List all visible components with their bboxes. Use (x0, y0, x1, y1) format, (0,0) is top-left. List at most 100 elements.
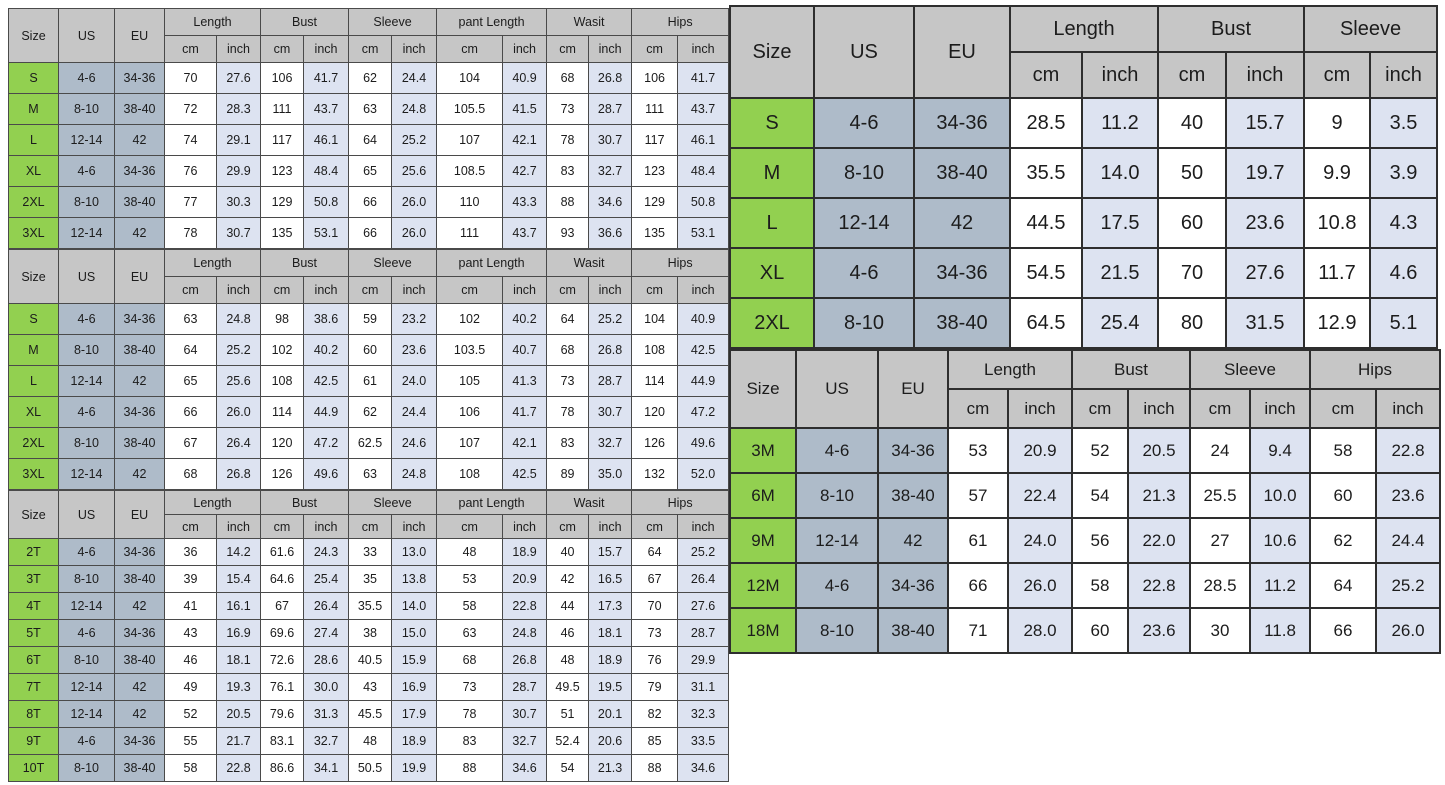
col-header-wasit: Wasit (546, 490, 633, 515)
value-inch-cell: 24.3 (303, 538, 350, 566)
value-inch-cell: 3.5 (1369, 97, 1439, 149)
value-cm-cell: 93 (546, 217, 590, 249)
value-cm-cell: 111 (436, 217, 504, 249)
value-cm-cell: 72 (164, 93, 217, 125)
value-cm-cell: 70 (631, 592, 679, 620)
value-cm-cell: 60 (348, 334, 393, 366)
size-cell: 3T (8, 565, 59, 593)
value-inch-cell: 21.3 (1127, 472, 1191, 519)
value-inch-cell: 22.8 (215, 754, 262, 782)
value-cm-cell: 63 (436, 619, 504, 647)
value-cm-cell: 46 (164, 646, 217, 674)
col-header-wasit: Wasit (546, 249, 633, 277)
eu-cell: 42 (114, 458, 165, 490)
value-inch-cell: 25.4 (1080, 297, 1160, 349)
value-inch-cell: 28.7 (502, 673, 548, 701)
value-inch-cell: 32.7 (588, 155, 633, 187)
value-inch-cell: 18.9 (588, 646, 633, 674)
eu-cell: 38-40 (877, 607, 949, 654)
value-cm-cell: 60 (1157, 197, 1228, 249)
us-cell: 12-14 (58, 458, 115, 490)
value-cm-cell: 108 (436, 458, 504, 490)
value-inch-cell: 44.9 (677, 365, 730, 397)
value-cm-cell: 64 (348, 124, 393, 156)
value-cm-cell: 74 (164, 124, 217, 156)
unit-header-inch: inch (1007, 388, 1073, 429)
value-inch-cell: 26.8 (588, 334, 633, 366)
value-inch-cell: 26.4 (303, 592, 350, 620)
value-cm-cell: 46 (546, 619, 590, 647)
size-row-xl: XL 4-6 34-36 76 29.9 123 48.4 65 25.6 108.5 42.7 83… (8, 155, 730, 187)
value-cm-cell: 54 (546, 754, 590, 782)
value-cm-cell: 40.5 (348, 646, 393, 674)
value-cm-cell: 78 (546, 124, 590, 156)
value-cm-cell: 50.5 (348, 754, 393, 782)
value-inch-cell: 31.5 (1225, 297, 1306, 349)
eu-cell: 34-36 (114, 62, 165, 94)
value-inch-cell: 42.5 (502, 458, 548, 490)
size-row-l: L 12-14 42 44.5 17.5 60 23.6 10.8 4.3 (729, 197, 1439, 249)
value-inch-cell: 40.7 (502, 334, 548, 366)
unit-header-inch: inch (677, 514, 730, 539)
value-inch-cell: 11.2 (1248, 562, 1312, 609)
value-inch-cell: 32.3 (677, 700, 730, 728)
value-inch-cell: 15.9 (391, 646, 438, 674)
size-cell: XL (8, 155, 59, 187)
value-inch-cell: 29.9 (215, 155, 262, 187)
size-row-m: M 8-10 38-40 72 28.3 111 43.7 63 24.8 105.5 41.5 73… (8, 93, 730, 125)
value-inch-cell: 31.1 (677, 673, 730, 701)
size-cell: S (8, 62, 59, 94)
value-inch-cell: 43.7 (677, 93, 730, 125)
value-cm-cell: 57 (947, 472, 1009, 519)
value-cm-cell: 42 (546, 565, 590, 593)
value-cm-cell: 28.5 (1189, 562, 1251, 609)
value-inch-cell: 25.4 (303, 565, 350, 593)
size-row-4t: 4T 12-14 42 41 16.1 67 26.4 35.5 14.0 58 22.8 44 17.… (8, 592, 730, 620)
value-inch-cell: 30.0 (303, 673, 350, 701)
value-inch-cell: 25.2 (588, 303, 633, 335)
value-inch-cell: 27.6 (215, 62, 262, 94)
value-cm-cell: 102 (436, 303, 504, 335)
us-cell: 8-10 (58, 186, 115, 218)
value-cm-cell: 65 (348, 155, 393, 187)
size-chart-adult-set-1: Size US EU Length Bust Sleeve pant Length Wasit… (8, 8, 730, 249)
us-cell: 8-10 (58, 93, 115, 125)
value-cm-cell: 36 (164, 538, 217, 566)
value-cm-cell: 103.5 (436, 334, 504, 366)
value-inch-cell: 49.6 (303, 458, 350, 490)
value-inch-cell: 41.7 (303, 62, 350, 94)
value-inch-cell: 14.0 (1080, 147, 1160, 199)
value-cm-cell: 38 (348, 619, 393, 647)
value-cm-cell: 80 (1157, 297, 1228, 349)
size-cell: S (8, 303, 59, 335)
value-cm-cell: 67 (631, 565, 679, 593)
col-header-length: Length (163, 8, 262, 36)
unit-header-cm: cm (260, 35, 305, 63)
value-cm-cell: 132 (631, 458, 679, 490)
value-inch-cell: 27.4 (303, 619, 350, 647)
value-inch-cell: 47.2 (677, 396, 730, 428)
value-inch-cell: 32.7 (303, 727, 350, 755)
col-header-bust: Bust (260, 8, 350, 36)
size-row-2xl: 2XL 8-10 38-40 64.5 25.4 80 31.5 12.9 5.1 (729, 297, 1439, 349)
value-inch-cell: 18.9 (502, 538, 548, 566)
value-cm-cell: 61 (348, 365, 393, 397)
col-header-eu: EU (114, 8, 165, 63)
value-inch-cell: 27.6 (677, 592, 730, 620)
unit-header-cm: cm (1303, 51, 1372, 99)
value-cm-cell: 73 (631, 619, 679, 647)
size-cell: 18M (729, 607, 797, 654)
value-cm-cell: 72.6 (260, 646, 305, 674)
value-inch-cell: 50.8 (303, 186, 350, 218)
size-chart-toddler: Size US EU Length Bust Sleeve pant Length Wasit… (8, 490, 730, 782)
value-cm-cell: 65 (164, 365, 217, 397)
value-inch-cell: 4.6 (1369, 247, 1439, 299)
unit-header-inch: inch (391, 514, 438, 539)
size-chart-adult-top: Size US EU Length Bust Sleeve cm inch cm inch cm in… (729, 5, 1439, 349)
value-inch-cell: 24.0 (1007, 517, 1073, 564)
size-row-m: M 8-10 38-40 35.5 14.0 50 19.7 9.9 3.9 (729, 147, 1439, 199)
size-cell: 9M (729, 517, 797, 564)
value-cm-cell: 73 (546, 365, 590, 397)
col-header-us: US (813, 5, 915, 99)
size-cell: 7T (8, 673, 59, 701)
